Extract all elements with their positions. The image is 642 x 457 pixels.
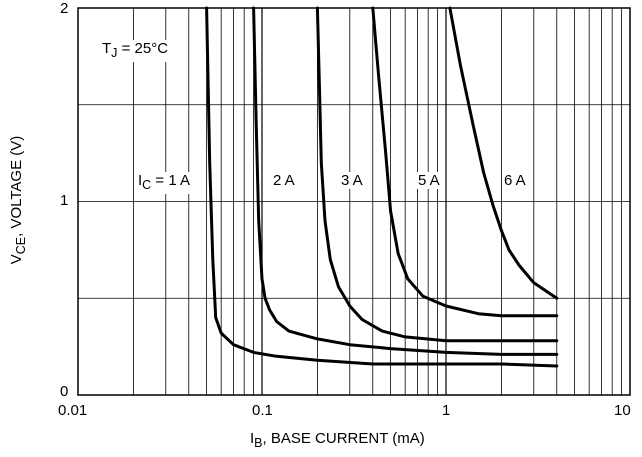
y-tick-label-2: 2: [60, 0, 69, 17]
series-line-1: [252, 6, 559, 356]
temperature-condition: TJ = 25°C: [100, 40, 171, 62]
series-label-6a: 6 A: [502, 172, 528, 189]
condition-main: T: [102, 40, 112, 57]
x-axis-label-main: I: [250, 430, 255, 447]
curves: [205, 6, 559, 368]
series-label-1a-main: I: [138, 172, 143, 189]
series-label-1a-sub: C: [142, 178, 152, 192]
condition-rest: = 25°C: [117, 40, 169, 57]
series-label-5a: 5 A: [416, 172, 442, 189]
x-axis-label-sub: B: [254, 436, 263, 450]
x-tick-label-3: 10: [614, 402, 631, 419]
y-axis-label-rest: , VOLTAGE (V): [8, 135, 25, 237]
series-label-3a: 3 A: [339, 172, 365, 189]
x-tick-label-1: 0.1: [252, 402, 273, 419]
series-line-0: [205, 6, 559, 368]
series-line-2: [315, 6, 559, 343]
grid: [78, 8, 630, 395]
series-line-3: [371, 6, 559, 318]
y-axis-label-sub: CE: [14, 236, 28, 255]
x-tick-label-2: 1: [442, 402, 451, 419]
y-tick-label-0: 0: [60, 383, 69, 400]
y-tick-label-1: 1: [60, 191, 69, 209]
x-tick-label-0: 0.01: [58, 402, 88, 419]
y-axis-label-main: V: [8, 254, 25, 265]
x-axis-label: IB, BASE CURRENT (mA): [250, 430, 425, 450]
series-line-4: [448, 6, 559, 300]
y-axis-label: VCE, VOLTAGE (V): [8, 136, 28, 265]
plot-frame: [77, 7, 631, 396]
x-axis-label-rest: , BASE CURRENT (mA): [262, 430, 425, 447]
condition-sub: J: [111, 46, 118, 60]
series-label-1a-rest: =: [151, 172, 169, 189]
series-label-1a: IC = 1 A: [136, 172, 192, 194]
series-label-2a: 2 A: [271, 172, 297, 189]
series-label-1a-value: 1 A: [168, 172, 190, 189]
